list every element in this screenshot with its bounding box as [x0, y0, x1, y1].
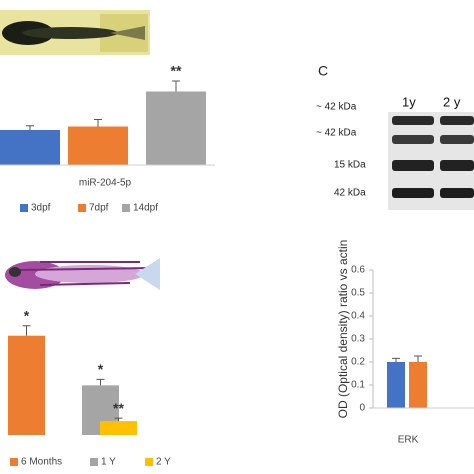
bar	[0, 130, 60, 165]
error-bar	[414, 355, 422, 362]
panel-label: C	[318, 63, 328, 79]
error-bar	[96, 378, 105, 386]
x-tick-label: ERK	[398, 435, 419, 446]
y-tick-label: 0.6	[351, 265, 365, 276]
legend-label: 7dpf	[89, 203, 109, 214]
error-bar	[22, 325, 31, 336]
legend-swatch	[10, 458, 18, 466]
bar	[146, 91, 206, 165]
bar	[8, 335, 45, 435]
legend-label: 3dpf	[31, 203, 51, 214]
significance: *	[24, 307, 30, 323]
significance: **	[113, 400, 124, 416]
error-bar	[114, 417, 123, 422]
blot-marker: 42 kDa	[334, 188, 366, 199]
error-bar	[392, 357, 400, 362]
significance: **	[171, 63, 182, 79]
bar	[409, 362, 427, 408]
y-tick-label: 0.3	[351, 334, 365, 345]
blot-image	[388, 112, 474, 210]
error-bar	[94, 119, 102, 127]
blot-marker: 15 kDa	[334, 160, 366, 171]
legend-swatch	[145, 458, 153, 466]
error-bar	[172, 80, 180, 92]
x-tick-label: miR-204-5p	[79, 178, 132, 189]
legend-swatch	[90, 458, 98, 466]
skeleton-image	[5, 258, 160, 290]
y-tick-label: 0.1	[351, 380, 365, 391]
blot-marker: ~ 42 kDa	[316, 128, 357, 139]
y-tick-label: 0	[359, 403, 365, 414]
legend-swatch	[20, 204, 28, 212]
legend-label: 1 Y	[101, 457, 116, 468]
legend-label: 14dpf	[133, 203, 158, 214]
legend-label: 6 Months	[21, 457, 62, 468]
y-tick-label: 0.5	[351, 288, 365, 299]
bar	[68, 126, 128, 165]
lane-label: 2 y	[443, 94, 461, 109]
fish-image	[0, 10, 150, 55]
error-bar	[26, 125, 34, 130]
significance: *	[98, 361, 104, 377]
lane-label: 1y	[402, 94, 416, 109]
y-tick-label: 0.4	[351, 311, 365, 322]
legend-swatch	[122, 204, 130, 212]
bar	[387, 362, 405, 408]
y-axis-label: OD (Optical density) ratio vs actin	[336, 240, 350, 419]
bar	[100, 421, 137, 435]
y-tick-label: 0.2	[351, 357, 365, 368]
blot-marker: ~ 42 kDa	[316, 102, 357, 113]
legend-label: 2 Y	[156, 457, 171, 468]
legend-swatch	[78, 204, 86, 212]
